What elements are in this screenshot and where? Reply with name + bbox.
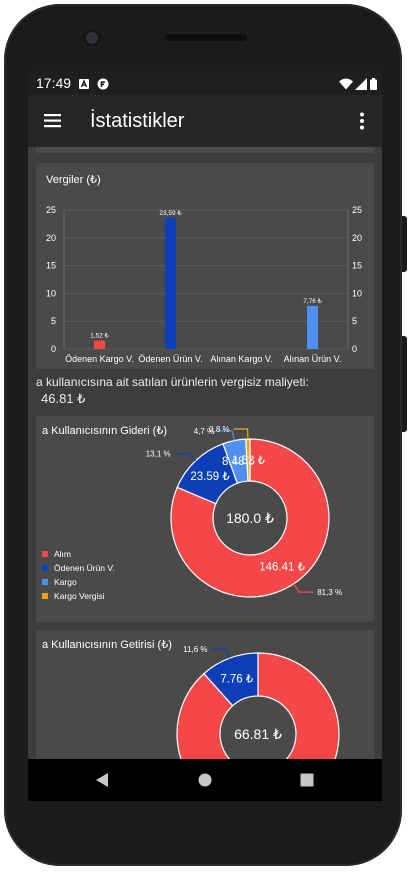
legend-swatch <box>42 565 48 571</box>
x-tick-label: Ödenen Ürün V. <box>138 354 202 364</box>
y-tick-label-right: 10 <box>352 288 362 298</box>
net-cost-value: 46.81 ₺ <box>41 391 86 406</box>
y-tick-label-left: 5 <box>51 316 56 326</box>
donut-slice <box>245 438 251 482</box>
back-icon[interactable] <box>95 772 109 788</box>
home-icon[interactable] <box>198 773 212 787</box>
slice-percent-label: 11,6 % <box>183 645 207 654</box>
earpiece-speaker <box>165 34 247 41</box>
tax-bar-chart: 0 0 5 5 10 10 15 15 20 20 25 25 1,52 ₺ Ödenen Kargo V… <box>46 205 362 364</box>
statistics-scroll-content[interactable]: Vergiler (₺) 0 0 5 5 10 10 15 15 20 20 25 25 1,52 ₺ Ö… <box>28 147 382 759</box>
legend-label: Ödenen Ürün V. <box>54 563 115 573</box>
slice-percent-label: 13,1 % <box>146 450 171 459</box>
donut-slice <box>203 652 259 707</box>
bar <box>165 217 176 349</box>
previous-card-edge <box>36 147 374 153</box>
slice-percent-label: 81,3 % <box>317 588 342 597</box>
slice-value-label: 7.76 ₺ <box>220 673 254 685</box>
overflow-menu-icon[interactable] <box>352 111 372 131</box>
slice-value-label: 23.59 ₺ <box>190 471 230 483</box>
y-tick-label-left: 10 <box>46 288 56 298</box>
legend-swatch <box>42 551 48 557</box>
legend-label: Kargo Vergisi <box>54 591 105 601</box>
expense-chart-title: a Kullanıcısının Gideri (₺) <box>42 425 167 437</box>
donut-center-label: 180.0 ₺ <box>226 510 274 526</box>
bar <box>307 305 318 349</box>
expense-donut-chart: 146.41 ₺81,3 %23.59 ₺13,1 %8.48 ₺4,7 %1.… <box>42 425 342 601</box>
donut-slice <box>176 652 340 759</box>
menu-icon[interactable] <box>43 111 63 131</box>
donut-center-label: 66.81 ₺ <box>234 726 282 742</box>
legend-swatch <box>42 593 48 599</box>
volume-button <box>402 216 407 272</box>
income-donut-chart: 59.05 ₺7.76 ₺11,6 %66.81 ₺ <box>176 645 340 759</box>
slice-leader-line <box>233 428 249 440</box>
notification-a-icon <box>78 77 90 89</box>
x-tick-label: Ödenen Kargo V. <box>65 354 134 364</box>
legend-swatch <box>42 579 48 585</box>
battery-icon <box>370 77 377 90</box>
expense-chart-card: a Kullanıcısının Gideri (₺) 146.41 ₺ 81,3… <box>36 416 374 622</box>
tax-chart-title: Vergiler (₺) <box>46 174 101 186</box>
screen: 17:49 İstatistikler Vergiler (₺) 0 0 5 5 10 <box>28 71 382 801</box>
y-tick-label-right: 15 <box>352 261 362 271</box>
slice-leader-line <box>293 583 314 593</box>
donut-slice <box>170 438 330 598</box>
front-camera <box>86 32 98 44</box>
bar-value-label: 1,52 ₺ <box>90 332 109 340</box>
y-tick-label-right: 5 <box>352 316 357 326</box>
cell-signal-icon <box>355 77 367 90</box>
notification-app-icon <box>97 77 109 90</box>
y-tick-label-left: 20 <box>46 233 56 243</box>
bar-value-label: 23,59 ₺ <box>159 209 182 217</box>
recents-icon[interactable] <box>300 773 314 787</box>
page-title: İstatistikler <box>90 110 185 132</box>
slice-leader-line <box>211 648 230 659</box>
bar <box>94 340 105 349</box>
navigation-bar <box>28 759 382 801</box>
y-tick-label-left: 25 <box>46 205 56 215</box>
y-tick-label-right: 0 <box>352 344 357 354</box>
income-chart-title: a Kullanıcısının Getirisi (₺) <box>42 639 172 651</box>
legend-label: Alım <box>54 549 71 559</box>
income-chart-card: a Kullanıcısının Getirisi (₺) 59.05 ₺7.7… <box>36 630 374 759</box>
y-tick-label-left: 0 <box>51 344 56 354</box>
y-tick-label-right: 20 <box>352 233 362 243</box>
slice-value-label: 146.41 ₺ <box>259 561 305 573</box>
slice-leader-line <box>218 430 235 441</box>
slice-leader-line <box>174 452 196 462</box>
app-bar: İstatistikler <box>28 95 382 147</box>
status-time: 17:49 <box>36 75 72 91</box>
net-cost-label: a kullanıcısına ait satılan ürünlerin ve… <box>36 375 309 389</box>
slice-percent-label: 0,8 % <box>209 425 229 434</box>
x-tick-label: Alınan Kargo V. <box>210 354 272 364</box>
slice-value-label: 1.52 ₺ <box>232 455 266 467</box>
legend-label: Kargo <box>54 577 77 587</box>
status-bar: 17:49 <box>28 71 382 95</box>
x-tick-label: Alınan Ürün V. <box>284 354 342 364</box>
tax-chart-card: Vergiler (₺) 0 0 5 5 10 10 15 15 20 20 25 25 1,52 ₺ Ö… <box>36 163 374 369</box>
power-button <box>402 336 407 432</box>
y-tick-label-right: 25 <box>352 205 362 215</box>
wifi-icon <box>339 77 353 90</box>
y-tick-label-left: 15 <box>46 261 56 271</box>
bar-value-label: 7,76 ₺ <box>303 297 322 305</box>
slice-percent-label: 4,7 % <box>194 427 214 436</box>
